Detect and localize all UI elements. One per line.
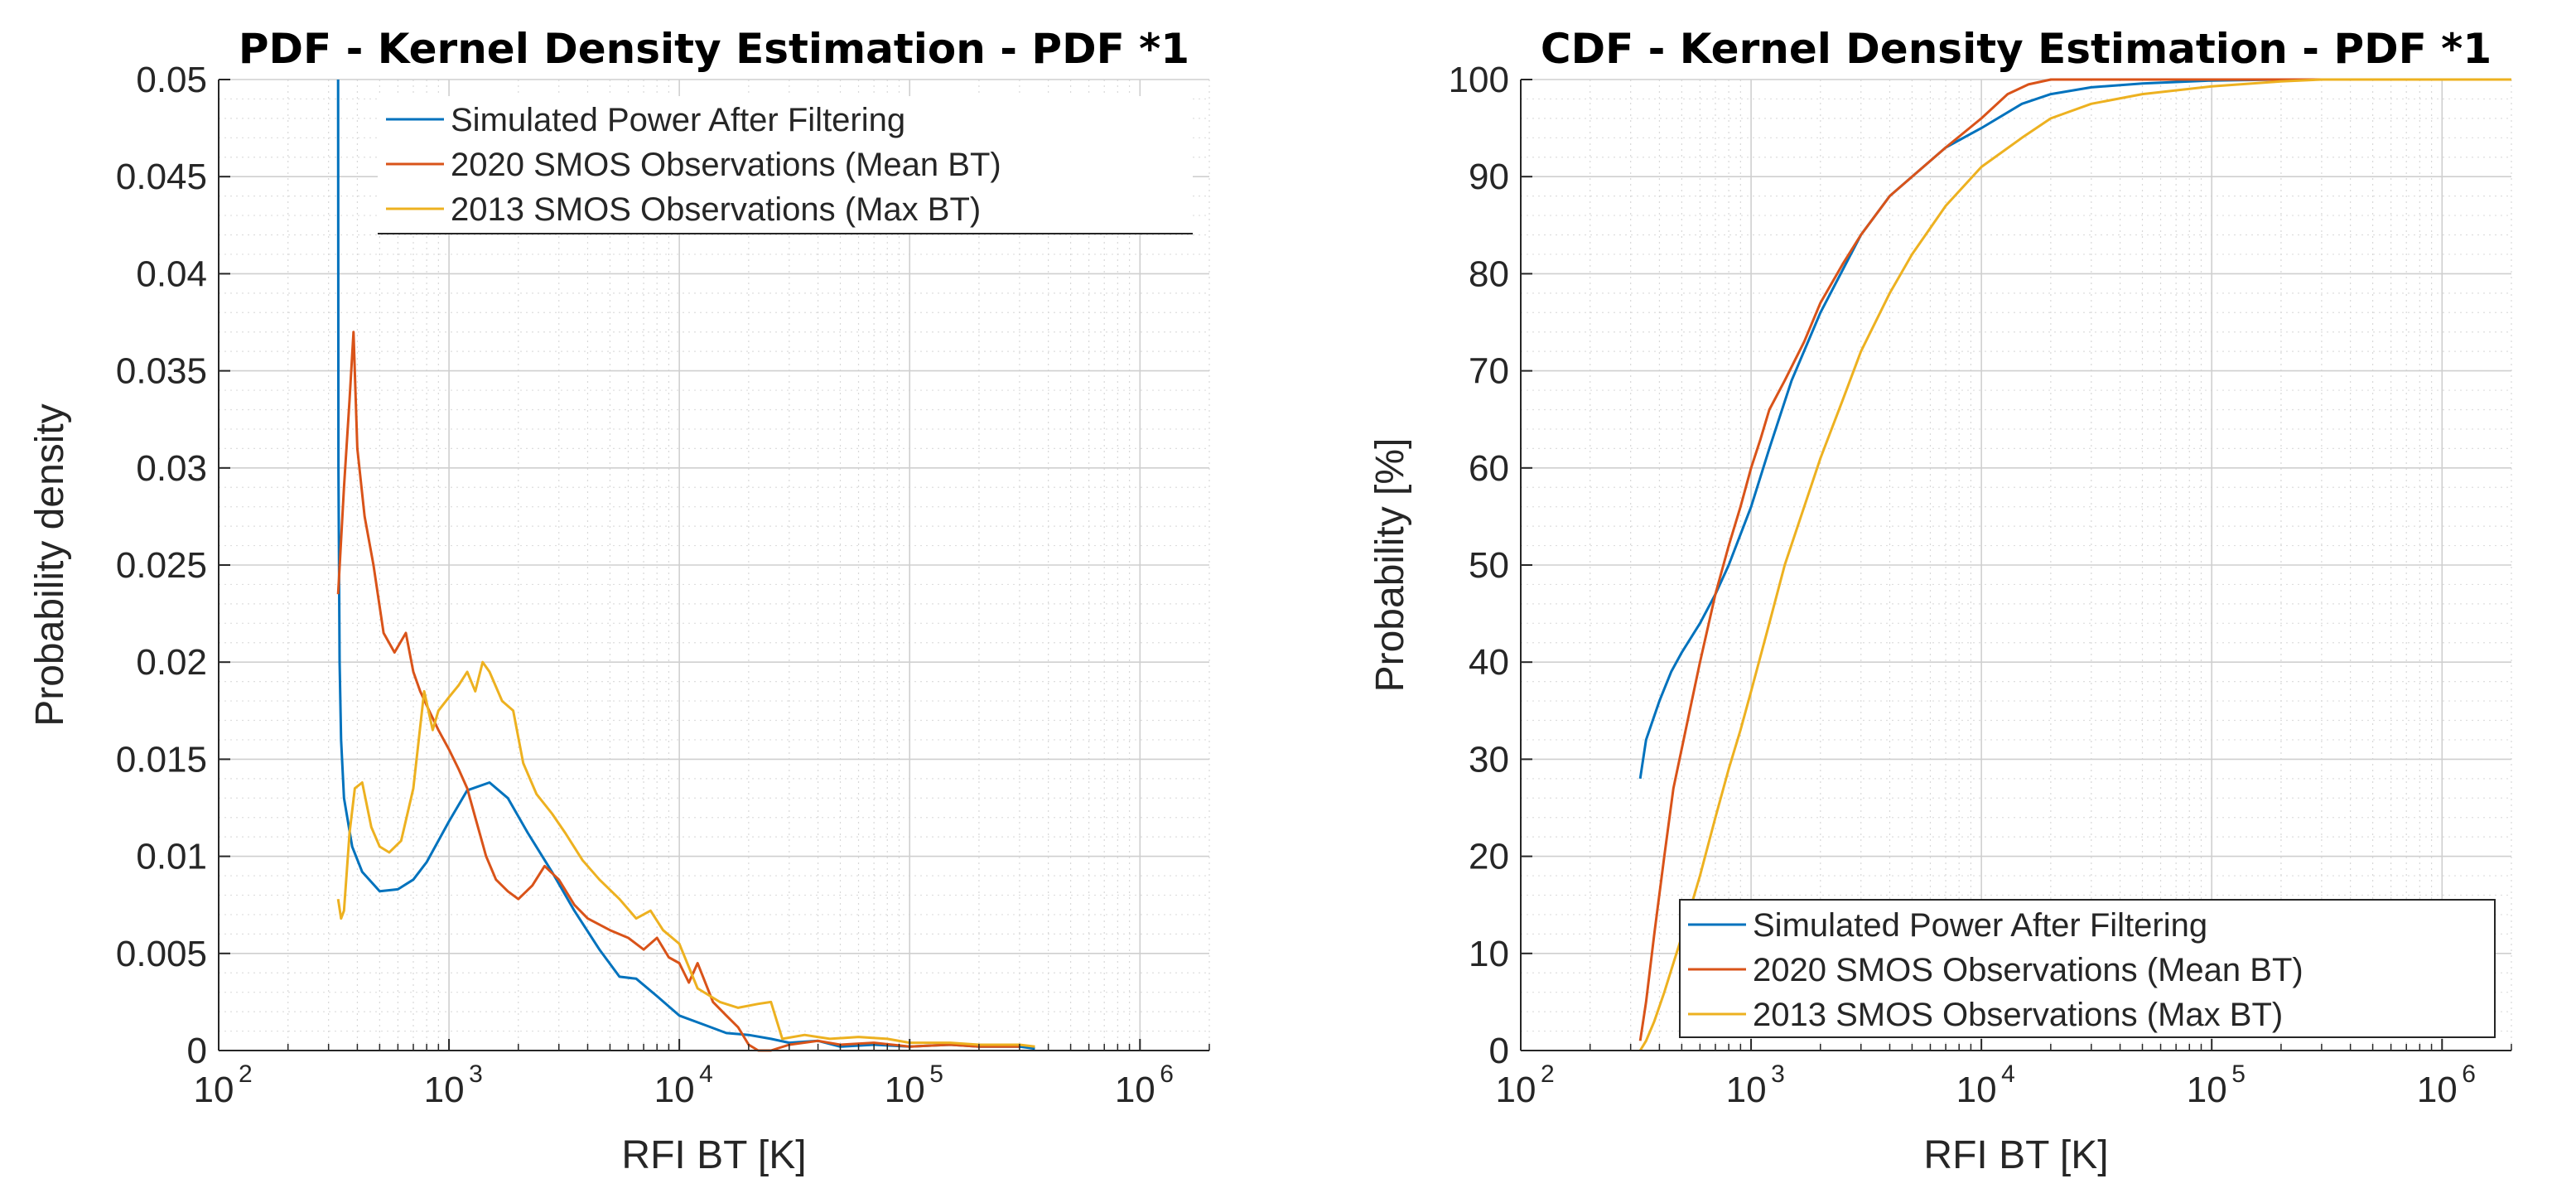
cdf-legend-label: Simulated Power After Filtering bbox=[1753, 907, 2207, 944]
pdf-x-ticks: 10 2 10 3 10 4 10 5 10 6 bbox=[194, 1039, 1210, 1110]
pdf-x-tick-exponent: 6 bbox=[1160, 1060, 1174, 1088]
pdf-legend-label: 2020 SMOS Observations (Mean BT) bbox=[451, 147, 1001, 183]
cdf-x-tick-label: 10 bbox=[1726, 1070, 1767, 1110]
pdf-y-tick-label: 0.025 bbox=[116, 545, 207, 586]
cdf-x-tick-label: 10 bbox=[1496, 1070, 1536, 1110]
pdf-legend-label: 2013 SMOS Observations (Max BT) bbox=[451, 191, 981, 228]
pdf-y-tick-label: 0.05 bbox=[136, 60, 207, 100]
cdf-y-tick-label: 20 bbox=[1469, 837, 1509, 877]
cdf-x-tick-exponent: 2 bbox=[1541, 1060, 1555, 1088]
cdf-y-ticks: 0 10 20 30 40 50 60 70 80 90 100 bbox=[1449, 60, 1532, 1071]
pdf-y-tick-label: 0.045 bbox=[116, 157, 207, 197]
pdf-y-tick-label: 0.005 bbox=[116, 934, 207, 974]
cdf-x-tick-exponent: 5 bbox=[2231, 1060, 2246, 1088]
pdf-x-tick-label: 10 bbox=[424, 1070, 465, 1110]
cdf-y-tick-label: 10 bbox=[1469, 934, 1509, 974]
cdf-y-tick-label: 90 bbox=[1469, 157, 1509, 197]
cdf-y-axis-label: Probability [%] bbox=[1368, 438, 1412, 693]
pdf-x-tick-label: 10 bbox=[1115, 1070, 1155, 1110]
pdf-x-tick-label: 10 bbox=[194, 1070, 234, 1110]
cdf-x-axis-label: RFI BT [K] bbox=[1923, 1133, 2108, 1177]
cdf-x-tick-label: 10 bbox=[1956, 1070, 1997, 1110]
pdf-x-tick-exponent: 2 bbox=[239, 1060, 253, 1088]
cdf-y-tick-label: 70 bbox=[1469, 351, 1509, 392]
cdf-series-line-2 bbox=[1638, 78, 2511, 1041]
cdf-x-tick-exponent: 3 bbox=[1771, 1060, 1785, 1088]
cdf-x-tick-exponent: 4 bbox=[2001, 1060, 2015, 1088]
cdf-x-tick-exponent: 6 bbox=[2462, 1060, 2476, 1088]
cdf-y-tick-label: 60 bbox=[1469, 448, 1509, 489]
cdf-legend: Simulated Power After Filtering 2020 SMO… bbox=[1679, 899, 2496, 1038]
pdf-legend: Simulated Power After Filtering 2020 SMO… bbox=[378, 96, 1193, 234]
cdf-chart-title: CDF - Kernel Density Estimation - PDF *1 bbox=[1541, 25, 2492, 73]
pdf-x-axis-label: RFI BT [K] bbox=[621, 1133, 806, 1177]
cdf-legend-box bbox=[1679, 899, 2496, 1038]
pdf-x-tick-exponent: 3 bbox=[469, 1060, 483, 1088]
pdf-legend-label: Simulated Power After Filtering bbox=[451, 102, 905, 138]
cdf-y-tick-label: 0 bbox=[1489, 1031, 1509, 1071]
pdf-y-tick-label: 0.01 bbox=[136, 837, 207, 877]
cdf-legend-label: 2020 SMOS Observations (Mean BT) bbox=[1753, 952, 2303, 988]
pdf-y-tick-label: 0.03 bbox=[136, 448, 207, 489]
pdf-y-ticks: 0 0.005 0.01 0.015 0.02 0.025 0.03 0.035 0.04 0.0… bbox=[116, 60, 230, 1071]
pdf-x-tick-label: 10 bbox=[885, 1070, 925, 1110]
cdf-x-tick-label: 10 bbox=[2417, 1070, 2458, 1110]
pdf-y-axis-label: Probability density bbox=[28, 403, 72, 727]
cdf-y-tick-label: 30 bbox=[1469, 739, 1509, 780]
pdf-x-tick-exponent: 5 bbox=[929, 1060, 943, 1088]
pdf-y-tick-label: 0.035 bbox=[116, 351, 207, 392]
cdf-y-tick-label: 80 bbox=[1469, 254, 1509, 294]
pdf-x-tick-label: 10 bbox=[654, 1070, 695, 1110]
cdf-x-ticks: 10 2 10 3 10 4 10 5 10 6 bbox=[1496, 1039, 2512, 1110]
cdf-y-tick-label: 40 bbox=[1469, 642, 1509, 683]
pdf-legend-box bbox=[378, 96, 1193, 234]
pdf-y-tick-label: 0.02 bbox=[136, 642, 207, 683]
pdf-series-line-1 bbox=[336, 79, 1035, 1051]
pdf-chart: 0 0.005 0.01 0.015 0.02 0.025 0.03 0.035 0.04 0.0… bbox=[28, 25, 1210, 1177]
cdf-y-tick-label: 50 bbox=[1469, 545, 1509, 586]
cdf-x-tick-label: 10 bbox=[2187, 1070, 2227, 1110]
cdf-y-tick-label: 100 bbox=[1449, 60, 1509, 100]
pdf-y-tick-label: 0.015 bbox=[116, 739, 207, 780]
cdf-legend-label: 2013 SMOS Observations (Max BT) bbox=[1753, 997, 2283, 1033]
pdf-x-tick-exponent: 4 bbox=[699, 1060, 713, 1088]
pdf-chart-title: PDF - Kernel Density Estimation - PDF *1 bbox=[239, 25, 1189, 73]
pdf-series-line-3 bbox=[336, 660, 1035, 1048]
pdf-y-tick-label: 0.04 bbox=[136, 254, 207, 294]
pdf-y-tick-label: 0 bbox=[187, 1031, 207, 1071]
